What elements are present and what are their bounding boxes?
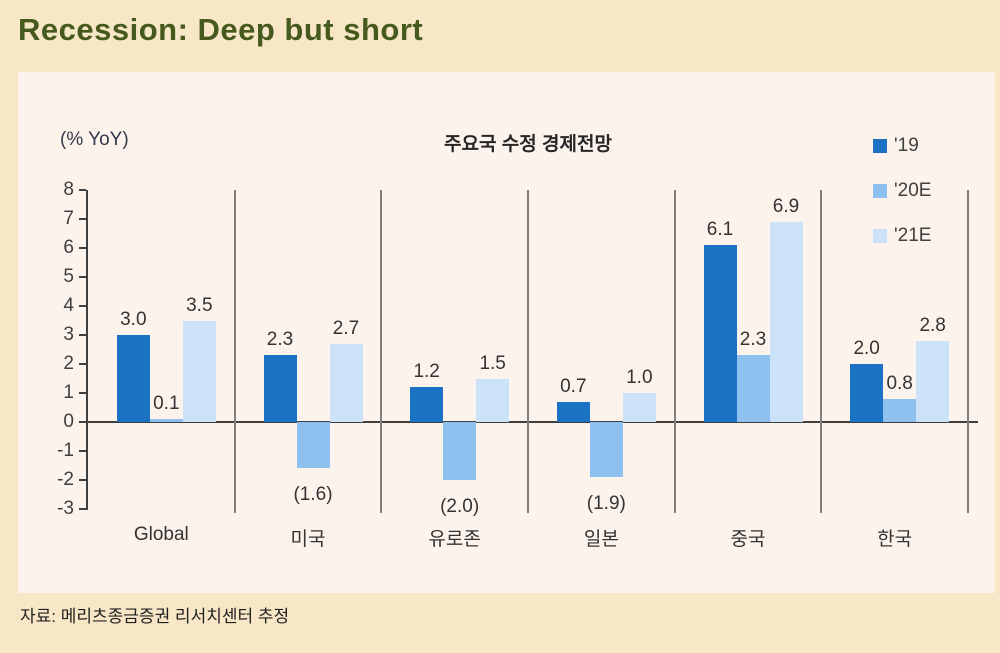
bar-value-label: 2.3 bbox=[739, 329, 767, 351]
group-divider bbox=[967, 190, 969, 513]
bar-중국-21E bbox=[769, 221, 803, 422]
bar-value-label: 6.9 bbox=[772, 195, 800, 217]
y-axis-tick bbox=[79, 305, 86, 307]
y-axis-tick-label: -3 bbox=[57, 498, 74, 519]
bar-value-label: 0.1 bbox=[153, 393, 180, 415]
category-label: 중국 bbox=[730, 529, 766, 550]
bar-value-label: (1.6) bbox=[293, 484, 333, 506]
legend-swatch-20e bbox=[873, 183, 887, 198]
category-label: 유로존 bbox=[428, 529, 481, 550]
y-axis-line bbox=[86, 190, 88, 510]
legend-label-20e: '20E bbox=[894, 179, 932, 201]
y-axis-tick bbox=[79, 479, 86, 481]
bar-value-label: 0.7 bbox=[560, 375, 587, 397]
bar-미국-19 bbox=[263, 355, 297, 422]
legend-item-21e: '21E bbox=[873, 224, 932, 246]
bar-value-label: 2.8 bbox=[919, 314, 946, 336]
y-axis-tick bbox=[79, 247, 86, 249]
bar-value-label: 3.0 bbox=[120, 309, 147, 330]
page-title: Recession: Deep but short bbox=[18, 12, 424, 47]
bar-중국-20E bbox=[736, 355, 770, 422]
bar-Global-21E bbox=[182, 320, 216, 422]
bar-일본-19 bbox=[556, 401, 590, 422]
bar-value-label: (1.9) bbox=[586, 493, 626, 515]
bar-한국-20E bbox=[883, 398, 917, 422]
y-axis-tick-label: 8 bbox=[63, 179, 74, 200]
group-divider bbox=[820, 190, 823, 513]
bar-value-label: 2.3 bbox=[266, 329, 294, 351]
bar-value-label: 3.5 bbox=[186, 294, 213, 316]
legend: '19 '20E '21E bbox=[873, 134, 932, 271]
bar-value-label: 2.0 bbox=[853, 338, 880, 359]
bar-value-label: 6.1 bbox=[706, 219, 734, 241]
category-label: Global bbox=[133, 524, 189, 545]
y-axis-tick bbox=[79, 363, 86, 365]
bar-Global-19 bbox=[116, 335, 150, 422]
x-axis-zero-line bbox=[88, 421, 978, 423]
y-axis-tick-label: 3 bbox=[63, 324, 74, 345]
category-label: 한국 bbox=[877, 529, 913, 550]
legend-swatch-21e bbox=[873, 228, 887, 243]
bar-value-label: 2.7 bbox=[332, 317, 360, 339]
bar-value-label: 1.0 bbox=[626, 367, 653, 388]
bar-Global-20E bbox=[149, 419, 183, 422]
y-axis-tick-label: 4 bbox=[63, 295, 74, 316]
bar-한국-21E bbox=[916, 340, 950, 422]
y-axis-tick bbox=[79, 276, 86, 278]
y-axis-tick-label: 0 bbox=[63, 411, 74, 432]
chart-panel: (% YoY) 주요국 수정 경제전망 '19 '20E '21E -3 -2 -1… bbox=[18, 72, 995, 593]
y-axis-tick bbox=[79, 421, 86, 423]
group-divider bbox=[233, 190, 236, 513]
bar-미국-21E bbox=[329, 343, 363, 422]
bar-미국-20E bbox=[296, 422, 330, 469]
bar-value-label: 1.5 bbox=[479, 352, 506, 374]
bar-유로존-20E bbox=[443, 422, 477, 480]
y-axis-tick bbox=[79, 218, 86, 220]
legend-label-21e: '21E bbox=[894, 224, 932, 246]
source-note: 자료: 메리츠종금증권 리서치센터 추정 bbox=[20, 607, 290, 626]
group-divider bbox=[673, 190, 676, 513]
category-label: 미국 bbox=[290, 529, 326, 550]
y-axis-tick-label: 5 bbox=[63, 266, 74, 287]
y-axis-tick-label: 6 bbox=[63, 237, 74, 258]
y-axis-tick bbox=[79, 334, 86, 336]
bar-유로존-21E bbox=[476, 378, 510, 422]
y-axis-tick bbox=[79, 508, 86, 510]
chart-title: 주요국 수정 경제전망 bbox=[444, 134, 612, 155]
bar-중국-19 bbox=[703, 245, 737, 422]
y-axis-tick-label: 7 bbox=[63, 208, 74, 229]
y-axis-tick-label: -1 bbox=[57, 440, 74, 461]
bar-유로존-19 bbox=[410, 387, 444, 422]
group-divider bbox=[527, 190, 529, 513]
y-axis-tick-label: 1 bbox=[63, 382, 74, 403]
y-axis-tick bbox=[79, 189, 86, 191]
bar-일본-21E bbox=[622, 393, 656, 422]
y-axis-unit-label: (% YoY) bbox=[60, 129, 129, 150]
bar-value-label: (2.0) bbox=[440, 496, 480, 517]
y-axis-tick-label: -2 bbox=[57, 469, 74, 490]
legend-swatch-19 bbox=[873, 138, 887, 153]
legend-item-19: '19 bbox=[873, 134, 931, 156]
category-label: 일본 bbox=[583, 529, 619, 550]
bar-일본-20E bbox=[589, 422, 623, 478]
legend-item-20e: '20E bbox=[873, 179, 932, 201]
bar-한국-19 bbox=[850, 364, 884, 422]
legend-label-19: '19 bbox=[894, 134, 919, 156]
bar-value-label: 0.8 bbox=[886, 372, 913, 394]
y-axis-tick-label: 2 bbox=[63, 353, 74, 374]
bar-value-label: 1.2 bbox=[413, 361, 440, 383]
y-axis-tick bbox=[79, 392, 86, 394]
group-divider bbox=[380, 190, 383, 513]
y-axis-tick bbox=[79, 450, 86, 452]
